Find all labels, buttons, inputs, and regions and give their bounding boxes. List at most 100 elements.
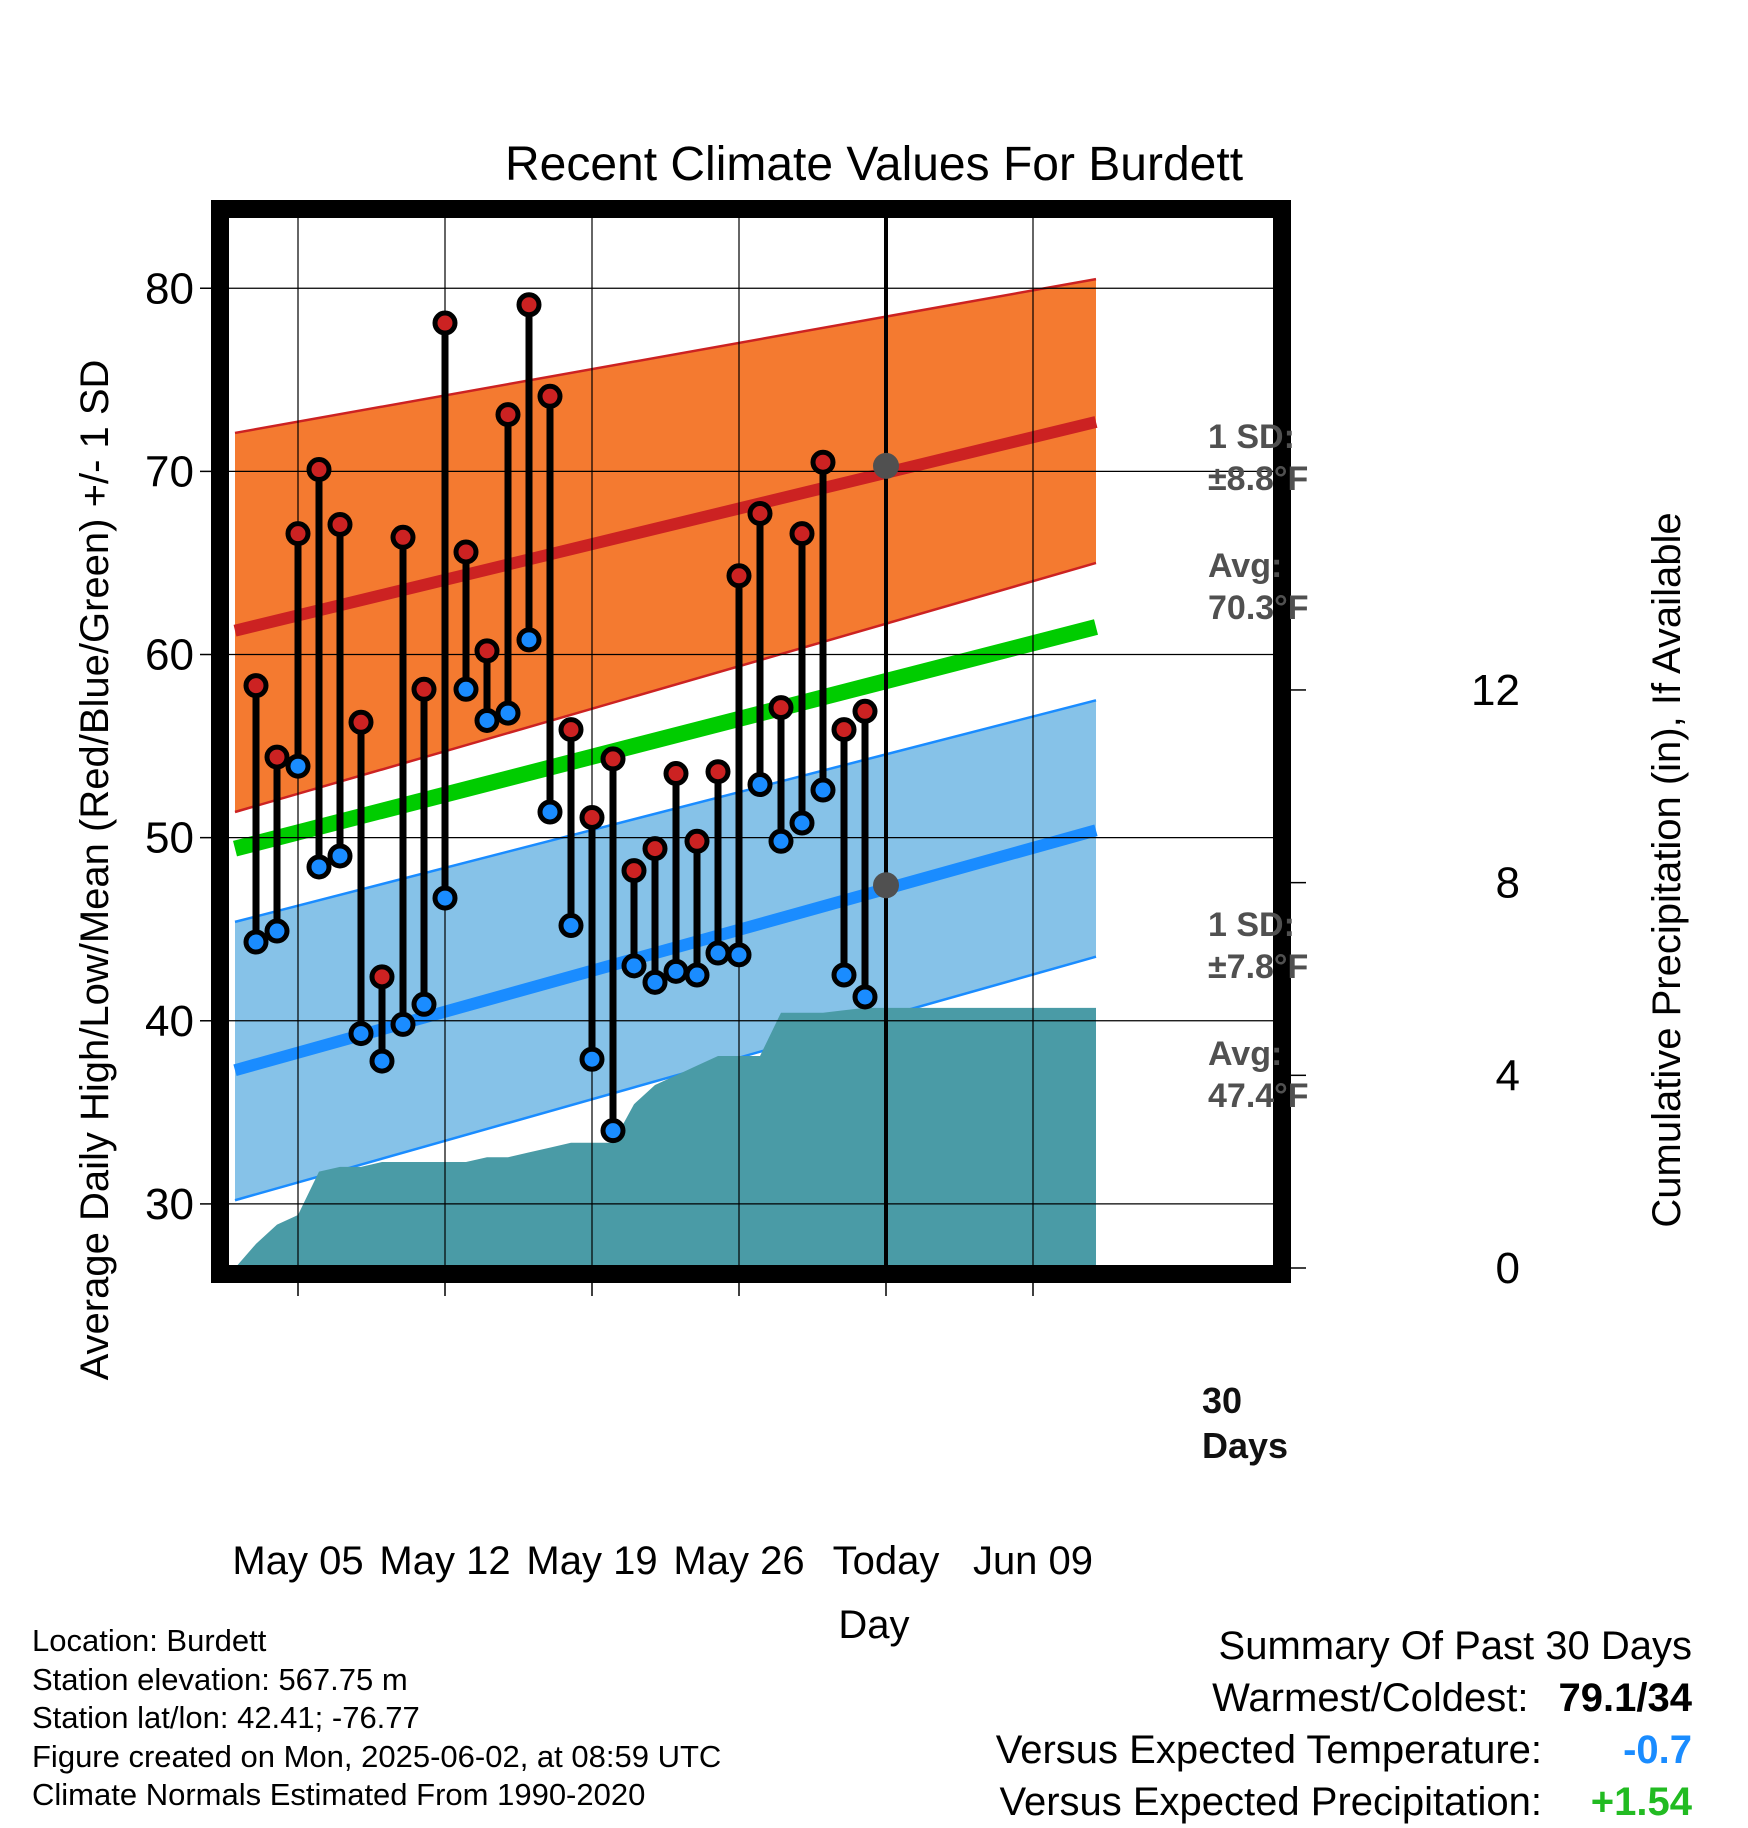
summary-temp-row: Versus Expected Temperature: -0.7 bbox=[996, 1724, 1692, 1776]
y-tick-label-left: 50 bbox=[145, 814, 194, 863]
obs-high-point bbox=[831, 717, 857, 743]
obs-high-point bbox=[369, 964, 395, 990]
obs-low-point bbox=[474, 707, 500, 733]
x-tick-label: May 26 bbox=[673, 1539, 804, 1583]
y-tick-label-right: 4 bbox=[1496, 1051, 1520, 1100]
created-text: Figure created on Mon, 2025-06-02, at 08… bbox=[32, 1738, 722, 1774]
obs-low-point bbox=[747, 772, 773, 798]
high-sd-value: ±8.8°F bbox=[1208, 460, 1308, 498]
warm-cold-value: 79.1/34 bbox=[1558, 1676, 1692, 1720]
obs-low-point bbox=[348, 1021, 374, 1047]
axes: 30 40 50 60 70 80 0 4 8 12 May 05 May 12 May 19 May 2… bbox=[145, 264, 1520, 1583]
today-days-label: Days bbox=[1202, 1425, 1288, 1466]
obs-low-point bbox=[726, 942, 752, 968]
plot-border bbox=[211, 200, 1291, 1283]
y-tick-label-left: 30 bbox=[145, 1180, 194, 1229]
y-tick-label-right: 8 bbox=[1496, 859, 1520, 908]
obs-high-point bbox=[516, 292, 542, 318]
x-tick-label: May 19 bbox=[526, 1539, 657, 1583]
obs-low-point bbox=[663, 958, 689, 984]
precip-value: +1.54 bbox=[1590, 1780, 1692, 1824]
obs-high-point bbox=[474, 638, 500, 664]
high-sd-band bbox=[235, 279, 1096, 813]
obs-low-point bbox=[411, 991, 437, 1017]
obs-high-point bbox=[621, 858, 647, 884]
y-axis-label-right: Cumulative Precipitation (in), If Availa… bbox=[1645, 512, 1689, 1227]
normals-text: Climate Normals Estimated From 1990-2020 bbox=[32, 1777, 646, 1812]
obs-high-point bbox=[495, 402, 521, 428]
precip-cumulative-area bbox=[235, 1007, 1096, 1268]
obs-low-point bbox=[810, 777, 836, 803]
x-tick-label: May 12 bbox=[379, 1539, 510, 1583]
obs-high-point bbox=[390, 524, 416, 550]
obs-high-point bbox=[663, 761, 689, 787]
high-sd-band-upper-edge bbox=[234, 277, 1097, 435]
obs-high-point bbox=[768, 695, 794, 721]
obs-low-point bbox=[684, 962, 710, 988]
obs-high-point bbox=[726, 563, 752, 589]
y-tick-label-left: 60 bbox=[145, 631, 194, 680]
obs-high-point bbox=[432, 310, 458, 336]
obs-high-point bbox=[852, 698, 878, 724]
warm-cold-label: Warmest/Coldest: bbox=[1212, 1676, 1529, 1720]
obs-high-point bbox=[306, 457, 332, 483]
obs-high-point bbox=[327, 511, 353, 537]
high-avg-label: Avg: bbox=[1208, 547, 1282, 585]
obs-low-point bbox=[327, 843, 353, 869]
high-sd-label: 1 SD: bbox=[1208, 418, 1295, 456]
obs-high-point bbox=[600, 746, 626, 772]
obs-high-point bbox=[537, 383, 563, 409]
x-tick-label: Today bbox=[833, 1539, 940, 1583]
x-tick-label: Jun 09 bbox=[973, 1539, 1093, 1583]
normal-mean-line bbox=[233, 619, 1098, 857]
low-avg-label: Avg: bbox=[1208, 1035, 1282, 1073]
obs-high-point bbox=[348, 709, 374, 735]
precip-label: Versus Expected Precipitation: bbox=[999, 1780, 1542, 1824]
today-high-avg-marker bbox=[873, 452, 899, 479]
x-axis-label: Day bbox=[838, 1603, 909, 1647]
low-sd-band-lower-edge bbox=[234, 955, 1097, 1202]
obs-high-point bbox=[684, 828, 710, 854]
obs-low-point bbox=[579, 1046, 605, 1072]
obs-low-point bbox=[831, 962, 857, 988]
y-tick-label-right: 12 bbox=[1471, 666, 1520, 715]
location-text: Location: Burdett bbox=[32, 1623, 267, 1658]
temp-value: -0.7 bbox=[1623, 1728, 1692, 1772]
obs-high-point bbox=[558, 717, 584, 743]
y-tick-label-right: 0 bbox=[1496, 1244, 1520, 1293]
obs-low-point bbox=[285, 753, 311, 779]
low-sd-label: 1 SD: bbox=[1208, 906, 1295, 944]
today-days-count: 30 bbox=[1202, 1380, 1242, 1421]
obs-high-point bbox=[453, 539, 479, 565]
obs-high-point bbox=[579, 804, 605, 830]
obs-low-point bbox=[390, 1011, 416, 1037]
obs-high-point bbox=[747, 501, 773, 527]
obs-high-point bbox=[789, 521, 815, 547]
obs-low-point bbox=[600, 1118, 626, 1144]
summary-heading: Summary Of Past 30 Days bbox=[1218, 1624, 1692, 1668]
high-sd-band-lower-edge bbox=[234, 561, 1097, 814]
obs-low-point bbox=[789, 810, 815, 836]
y-tick-label-left: 40 bbox=[145, 997, 194, 1046]
obs-low-point bbox=[243, 929, 269, 955]
obs-high-point bbox=[705, 759, 731, 785]
obs-high-point bbox=[642, 836, 668, 862]
obs-low-point bbox=[768, 828, 794, 854]
obs-high-point bbox=[810, 449, 836, 475]
chart-title: Recent Climate Values For Burdett bbox=[505, 138, 1243, 191]
obs-high-point bbox=[243, 673, 269, 699]
obs-low-point bbox=[537, 799, 563, 825]
obs-low-point bbox=[705, 940, 731, 966]
y-tick-label-left: 80 bbox=[145, 264, 194, 313]
normal-high-line bbox=[233, 416, 1098, 637]
obs-low-point bbox=[432, 885, 458, 911]
obs-high-point bbox=[411, 676, 437, 702]
obs-low-point bbox=[369, 1048, 395, 1074]
latlon-text: Station lat/lon: 42.41; -76.77 bbox=[32, 1700, 420, 1735]
daily-observations bbox=[243, 292, 878, 1144]
y-tick-label-left: 70 bbox=[145, 447, 194, 496]
station-info: Location: Burdett Station elevation: 567… bbox=[32, 1622, 721, 1815]
obs-low-point bbox=[453, 676, 479, 702]
temp-label: Versus Expected Temperature: bbox=[995, 1728, 1542, 1772]
x-tick-label: May 05 bbox=[232, 1539, 363, 1583]
